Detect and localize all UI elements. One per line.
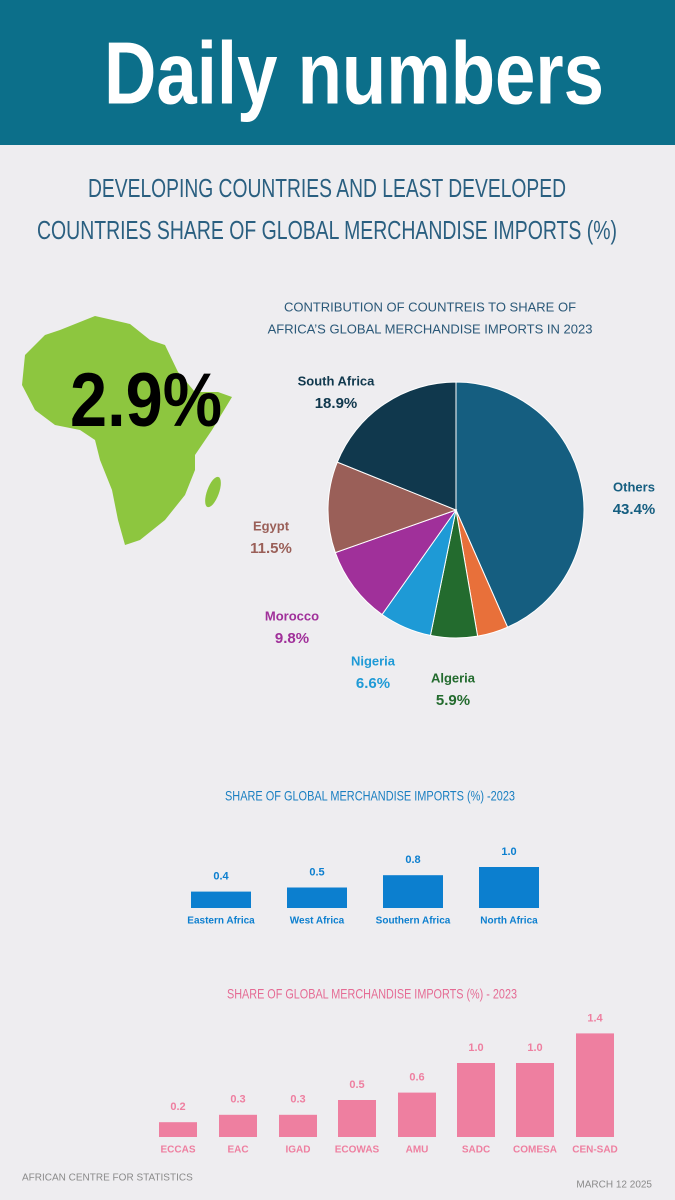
bar-chart-title: SHARE OF GLOBAL MERCHANDISE IMPORTS (%) … [227, 986, 517, 1002]
bar-value-label: 1.0 [468, 1042, 483, 1054]
bar [338, 1100, 376, 1137]
bar [398, 1092, 436, 1137]
pie-title: CONTRIBUTION OF COUNTREIS TO SHARE OF [284, 299, 576, 314]
bar [287, 887, 347, 908]
headline-line: DEVELOPING COUNTRIES AND LEAST DEVELOPED [88, 173, 566, 203]
x-tick-label: West Africa [290, 916, 345, 927]
bar-value-label: 0.8 [405, 854, 420, 866]
slice-value-label: 18.9% [315, 395, 358, 412]
headline-line: COUNTRIES SHARE OF GLOBAL MERCHANDISE IM… [37, 215, 617, 245]
bar-value-label: 0.4 [213, 871, 229, 883]
pie-slice [334, 509, 458, 616]
bar-value-label: 0.5 [349, 1079, 364, 1091]
slice-value-label: 9.8% [275, 630, 309, 647]
slice-label: Morocco [265, 608, 319, 623]
madagascar [205, 476, 221, 508]
x-tick-label: Eastern Africa [187, 916, 255, 927]
x-tick-label: Southern Africa [376, 916, 451, 927]
bar [479, 867, 539, 908]
highlight-value: 2.9% [70, 358, 222, 443]
bar-value-label: 0.3 [290, 1094, 305, 1106]
bar-value-label: 0.6 [409, 1072, 424, 1084]
bar-value-label: 1.0 [527, 1042, 542, 1054]
slice-value-label: 5.9% [436, 692, 470, 709]
bar-value-label: 1.0 [501, 846, 516, 858]
bar [159, 1122, 197, 1137]
pie-title: AFRICA’S GLOBAL MERCHANDISE IMPORTS IN 2… [268, 321, 593, 336]
slice-value-label: 43.4% [613, 501, 656, 518]
x-tick-label: IGAD [286, 1145, 311, 1156]
slice-label: Egypt [253, 518, 290, 533]
x-tick-label: SADC [462, 1145, 490, 1156]
slice-value-label: 6.6% [356, 675, 390, 692]
bar-chart-title: SHARE OF GLOBAL MERCHANDISE IMPORTS (%) … [225, 788, 515, 804]
africa-map [22, 316, 232, 545]
slice-label: Algeria [431, 670, 476, 685]
x-tick-label: ECCAS [160, 1145, 195, 1156]
pie-slice [327, 461, 458, 554]
bar [191, 891, 251, 908]
slice-label: Others [613, 479, 655, 494]
pie-slice [336, 381, 457, 511]
x-tick-label: EAC [227, 1145, 248, 1156]
slice-label: South Africa [298, 373, 376, 388]
slice-label: Nigeria [351, 653, 396, 668]
pie-slice [455, 381, 585, 628]
bar-value-label: 0.2 [170, 1101, 185, 1113]
bar [279, 1114, 317, 1137]
x-tick-label: North Africa [480, 916, 538, 927]
bar-value-label: 0.5 [309, 866, 324, 878]
footer-source: AFRICAN CENTRE FOR STATISTICS [22, 1173, 193, 1184]
x-tick-label: ECOWAS [335, 1145, 380, 1156]
bar [383, 875, 443, 908]
bar [516, 1063, 554, 1137]
x-tick-label: CEN-SAD [572, 1145, 618, 1156]
x-tick-label: AMU [406, 1145, 429, 1156]
bar-value-label: 1.4 [587, 1012, 603, 1024]
slice-value-label: 11.5% [250, 540, 292, 557]
bar [457, 1063, 495, 1137]
header-band [0, 0, 675, 145]
bar [576, 1033, 614, 1137]
header-title: Daily numbers [104, 23, 604, 122]
x-tick-label: COMESA [513, 1145, 557, 1156]
bar [219, 1114, 257, 1137]
bar-value-label: 0.3 [230, 1094, 245, 1106]
footer-date: MARCH 12 2025 [576, 1180, 652, 1191]
